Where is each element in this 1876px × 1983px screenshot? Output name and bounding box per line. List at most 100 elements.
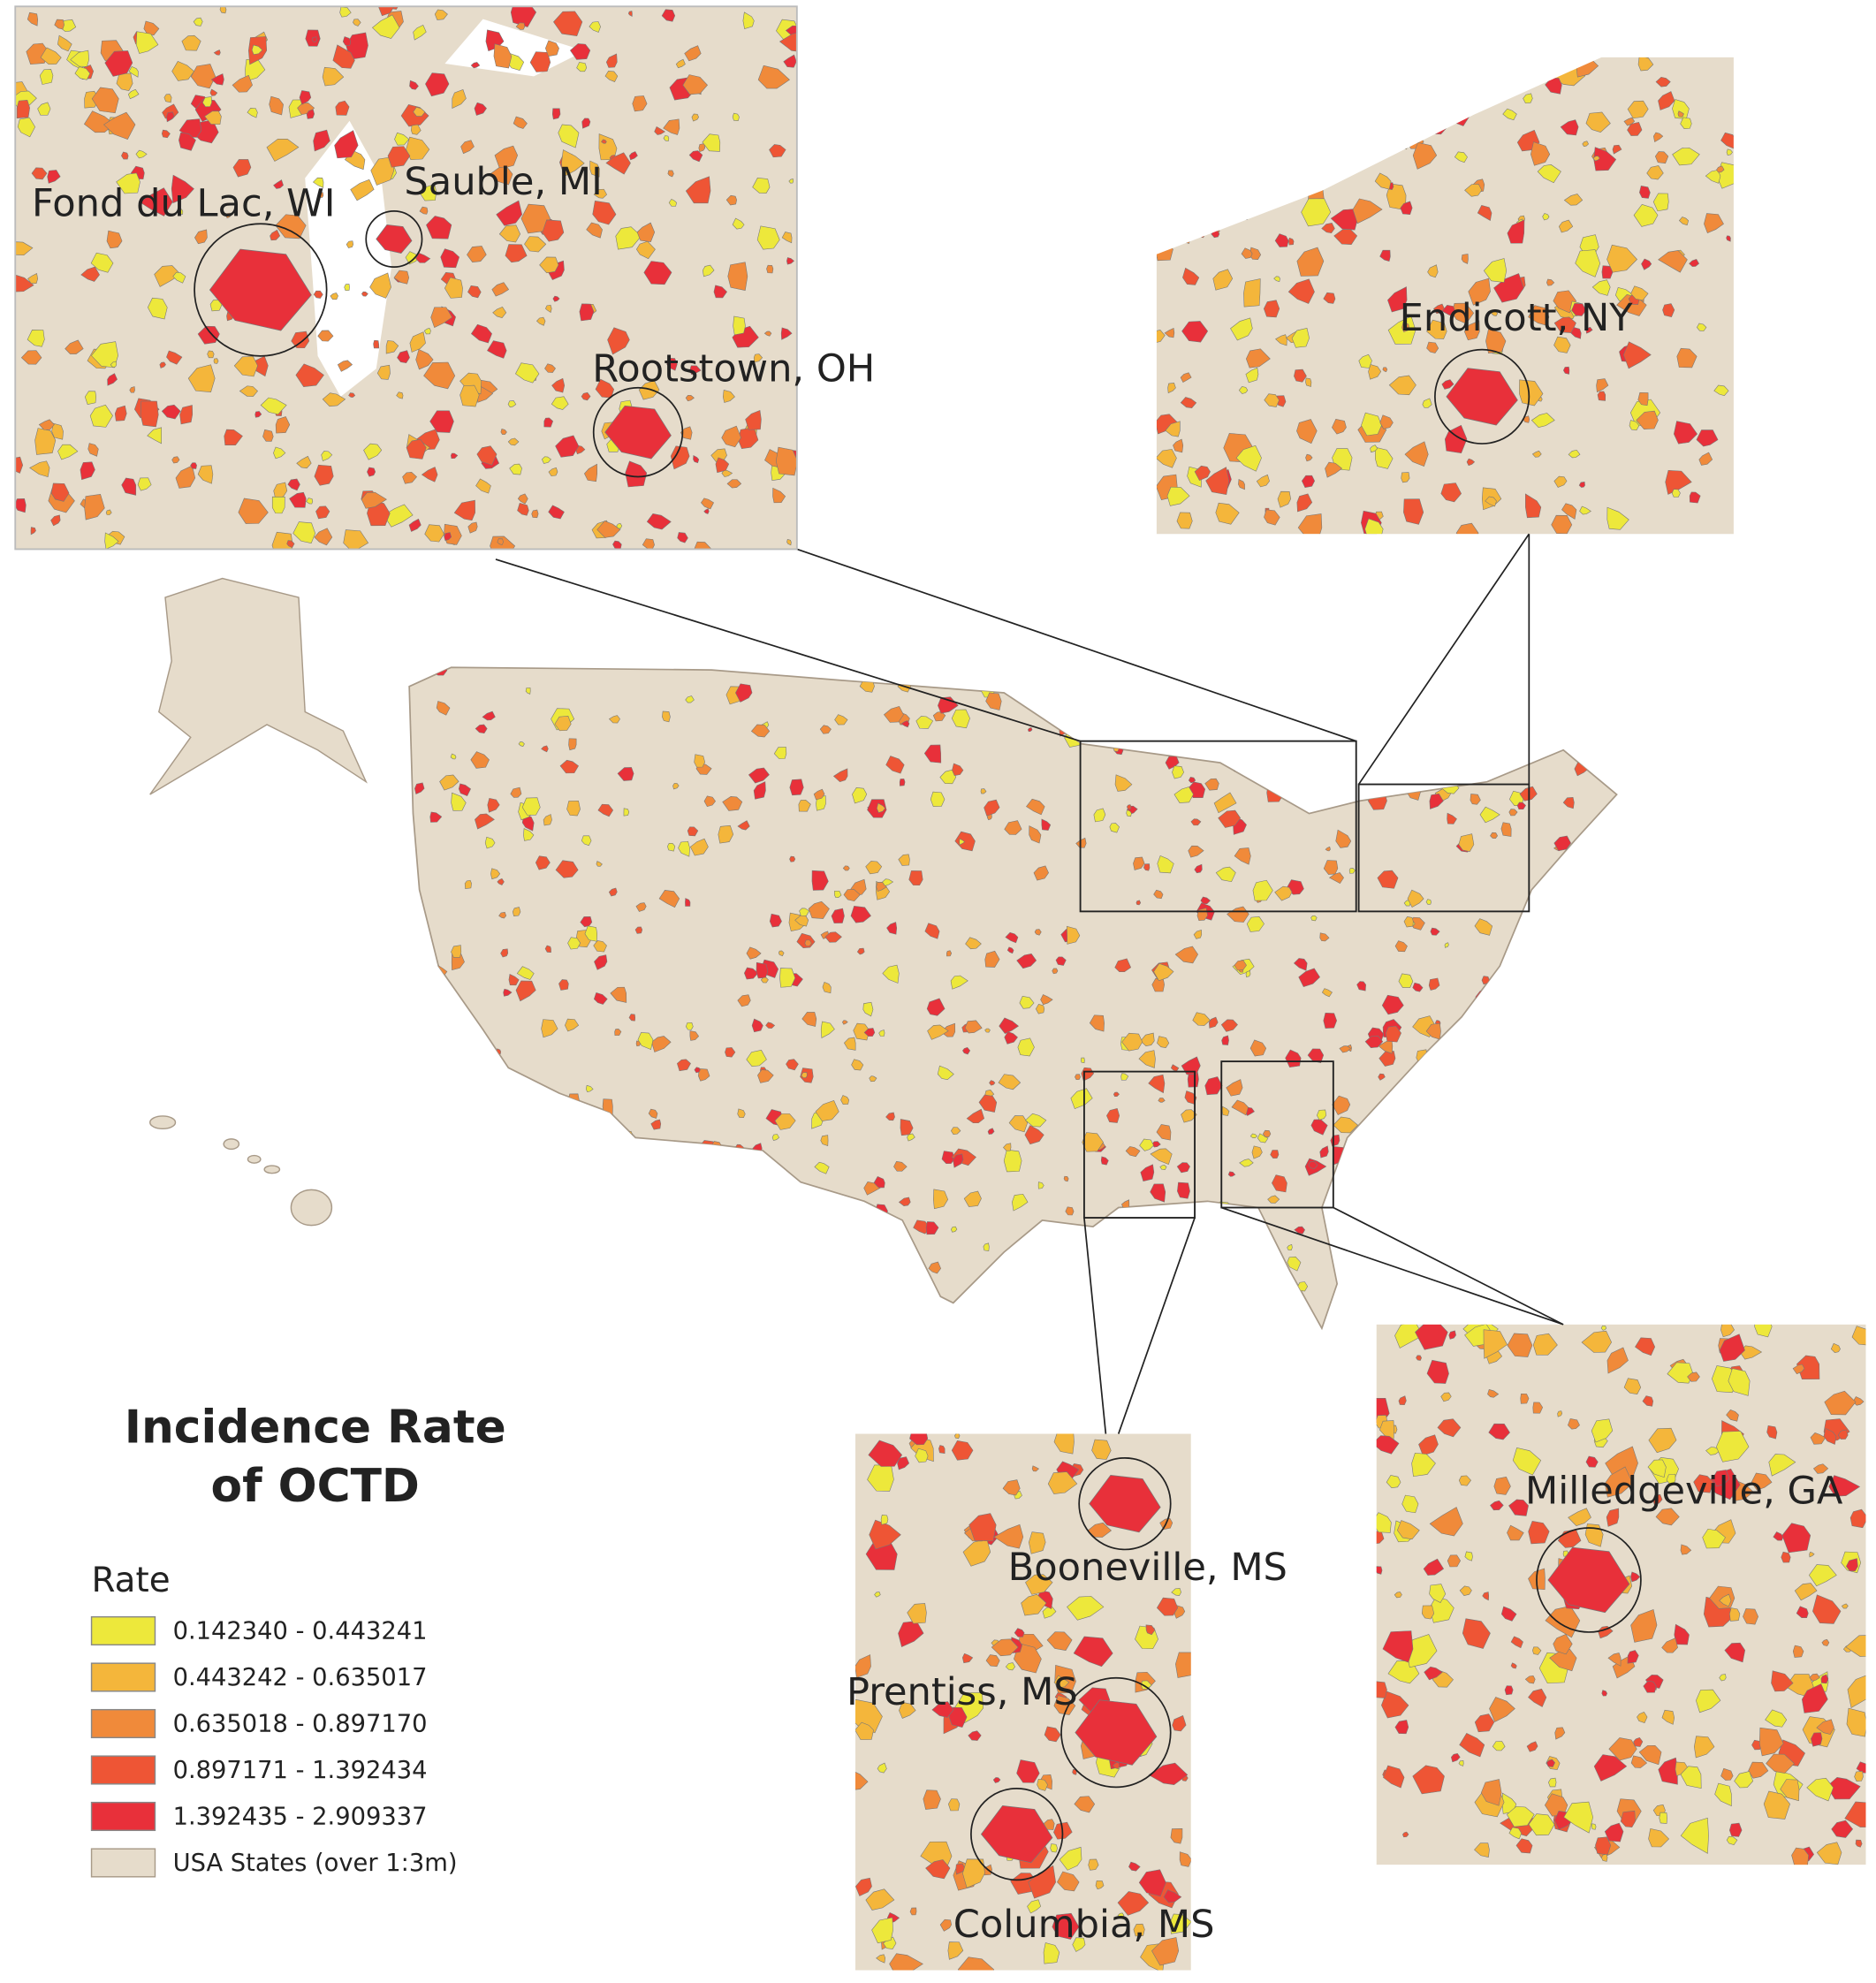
area xyxy=(1591,979,1602,988)
area xyxy=(1464,184,1483,197)
area xyxy=(350,179,375,201)
area xyxy=(334,130,359,159)
area xyxy=(1655,1508,1680,1526)
area xyxy=(496,200,523,226)
area xyxy=(1176,1162,1190,1174)
area xyxy=(1429,793,1444,809)
area xyxy=(1696,429,1719,447)
area xyxy=(286,540,295,548)
area xyxy=(376,364,391,380)
area xyxy=(1564,902,1576,916)
area xyxy=(781,232,793,244)
area xyxy=(751,1298,763,1311)
inset-new-york xyxy=(1156,57,1734,535)
area xyxy=(822,981,832,994)
area xyxy=(1265,154,1274,165)
area xyxy=(312,36,317,42)
area xyxy=(1310,915,1318,922)
area xyxy=(1429,1584,1447,1603)
area xyxy=(1386,1475,1401,1488)
area xyxy=(271,496,285,514)
area xyxy=(1540,703,1548,710)
legend-swatch xyxy=(90,1615,156,1646)
area xyxy=(1545,78,1562,95)
area xyxy=(1091,1439,1112,1460)
area xyxy=(1553,1634,1573,1655)
area xyxy=(238,498,269,524)
area xyxy=(634,926,643,934)
area xyxy=(498,911,507,919)
area xyxy=(815,1100,839,1121)
area xyxy=(1213,792,1237,814)
area xyxy=(771,1134,780,1141)
area xyxy=(344,284,350,292)
legend-swatch xyxy=(90,1848,156,1878)
legend-title: of OCTD xyxy=(211,1460,420,1513)
area xyxy=(1382,1630,1414,1663)
area xyxy=(899,1701,916,1719)
area xyxy=(878,1029,885,1037)
area xyxy=(497,878,505,885)
area xyxy=(1156,1124,1172,1141)
area xyxy=(1597,391,1606,401)
area xyxy=(1249,1039,1267,1057)
area xyxy=(481,1143,496,1155)
area xyxy=(418,183,437,201)
area xyxy=(1138,1869,1166,1897)
area xyxy=(89,404,113,428)
area xyxy=(841,1020,848,1025)
area xyxy=(346,240,354,248)
area xyxy=(691,113,699,122)
area xyxy=(1563,194,1584,206)
hawaii xyxy=(223,1138,240,1151)
area xyxy=(1385,1025,1401,1043)
area xyxy=(948,1706,968,1728)
area xyxy=(1437,1418,1462,1438)
area xyxy=(1455,522,1479,535)
area xyxy=(850,906,871,923)
legend-label: 0.142340 - 0.443241 xyxy=(173,1617,428,1645)
area xyxy=(1080,1057,1085,1064)
area xyxy=(999,1017,1020,1034)
area xyxy=(1455,1122,1467,1140)
area xyxy=(135,149,148,159)
area xyxy=(1033,865,1049,881)
area xyxy=(768,1250,793,1273)
area xyxy=(588,1204,600,1214)
area xyxy=(163,94,172,103)
area xyxy=(1638,1744,1662,1766)
area xyxy=(70,49,89,67)
area xyxy=(1856,1761,1866,1774)
area xyxy=(1443,1163,1456,1173)
area xyxy=(1379,414,1394,429)
area xyxy=(1245,970,1251,977)
area xyxy=(127,88,140,100)
area xyxy=(1181,1056,1201,1075)
area xyxy=(1720,1324,1735,1338)
area xyxy=(1166,730,1179,741)
area xyxy=(1459,1585,1472,1596)
area xyxy=(147,427,162,444)
area xyxy=(1796,1606,1809,1618)
area xyxy=(1768,1454,1796,1477)
area xyxy=(1005,931,1019,944)
area xyxy=(1319,1145,1329,1159)
area xyxy=(1341,757,1353,776)
area xyxy=(262,429,274,442)
area xyxy=(1396,1520,1420,1540)
area xyxy=(135,31,159,54)
area xyxy=(635,240,656,260)
area xyxy=(745,409,762,430)
area xyxy=(1766,1753,1795,1774)
area xyxy=(1448,756,1463,771)
area xyxy=(361,491,387,509)
area xyxy=(405,251,421,265)
legend-heading: Rate xyxy=(92,1561,171,1600)
area xyxy=(757,1279,772,1293)
area xyxy=(947,1941,964,1960)
area xyxy=(1630,1608,1658,1643)
area xyxy=(820,1021,835,1038)
area xyxy=(1812,1463,1829,1474)
area xyxy=(517,493,528,505)
area xyxy=(1564,1026,1574,1038)
